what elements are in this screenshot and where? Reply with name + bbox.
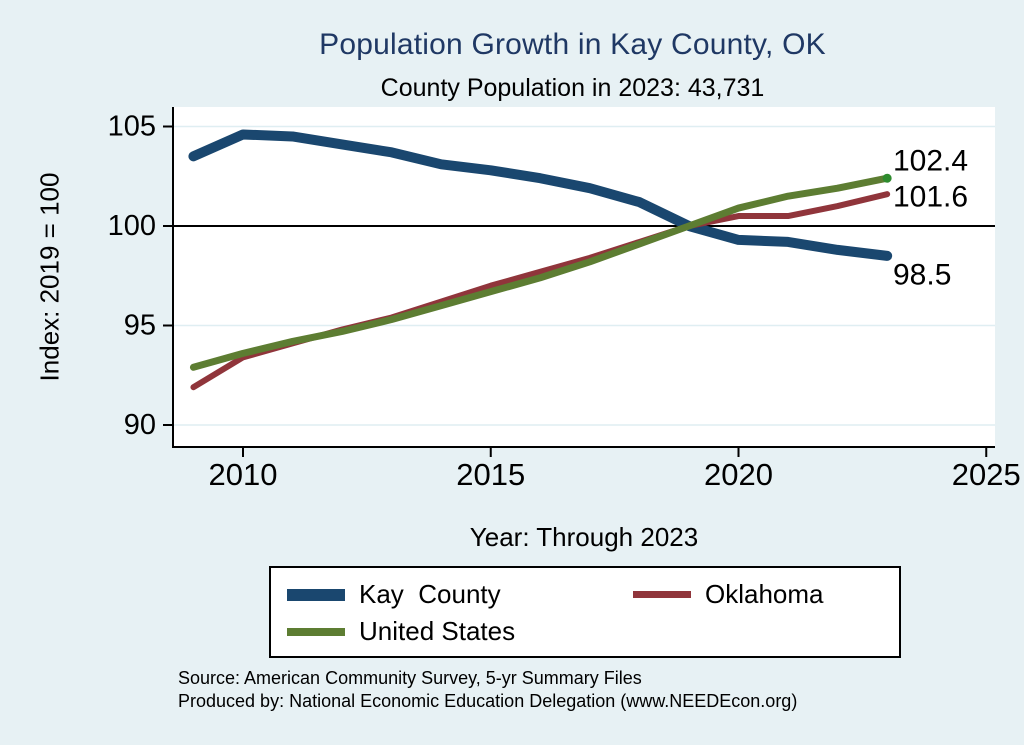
plot-area (173, 107, 995, 447)
legend-entry-kay-county: Kay County (287, 579, 633, 610)
x-tick-label-2020: 2020 (704, 457, 773, 492)
oklahoma-line-swatch (633, 591, 691, 598)
end-label-kay-county: 98.5 (893, 258, 951, 291)
chart-subtitle: County Population in 2023: 43,731 (380, 74, 765, 102)
y-tick-label-105: 105 (108, 111, 156, 143)
chart-title: Population Growth in Kay County, OK (319, 28, 826, 61)
y-tick-label-100: 100 (108, 210, 156, 242)
x-tick-label-2015: 2015 (456, 457, 525, 492)
source-line: Source: American Community Survey, 5-yr … (178, 668, 642, 688)
legend-row: Kay County Oklahoma (287, 576, 899, 613)
y-tick-label-90: 90 (124, 409, 156, 441)
legend-box: Kay County Oklahoma United States (269, 566, 901, 658)
series-end-marker-united-states (882, 173, 892, 183)
legend-label-kay-county: Kay County (359, 579, 501, 609)
legend-label-united-states: United States (359, 616, 516, 646)
series-line-united-states (189, 174, 891, 371)
source-block: Source: American Community Survey, 5-yr … (178, 667, 797, 713)
end-label-oklahoma: 101.6 (893, 181, 968, 214)
y-tick-label-95: 95 (124, 310, 156, 342)
legend-entry-oklahoma: Oklahoma (633, 579, 824, 610)
x-axis-title: Year: Through 2023 (469, 522, 699, 552)
united-states-line-swatch (287, 627, 345, 636)
y-axis-label: Index: 2019 = 100 (34, 172, 65, 382)
legend-row: United States (287, 613, 899, 650)
x-tick-label-2010: 2010 (209, 457, 278, 492)
produced-by-line: Produced by: National Economic Education… (178, 691, 798, 711)
series-line-kay-county (188, 129, 893, 261)
legend-label-oklahoma: Oklahoma (705, 579, 824, 609)
end-label-united-states: 102.4 (893, 145, 968, 178)
kay-county-line-swatch (287, 588, 345, 601)
legend-entry-united-states: United States (287, 616, 633, 647)
x-tick-label-2025: 2025 (952, 457, 1021, 492)
